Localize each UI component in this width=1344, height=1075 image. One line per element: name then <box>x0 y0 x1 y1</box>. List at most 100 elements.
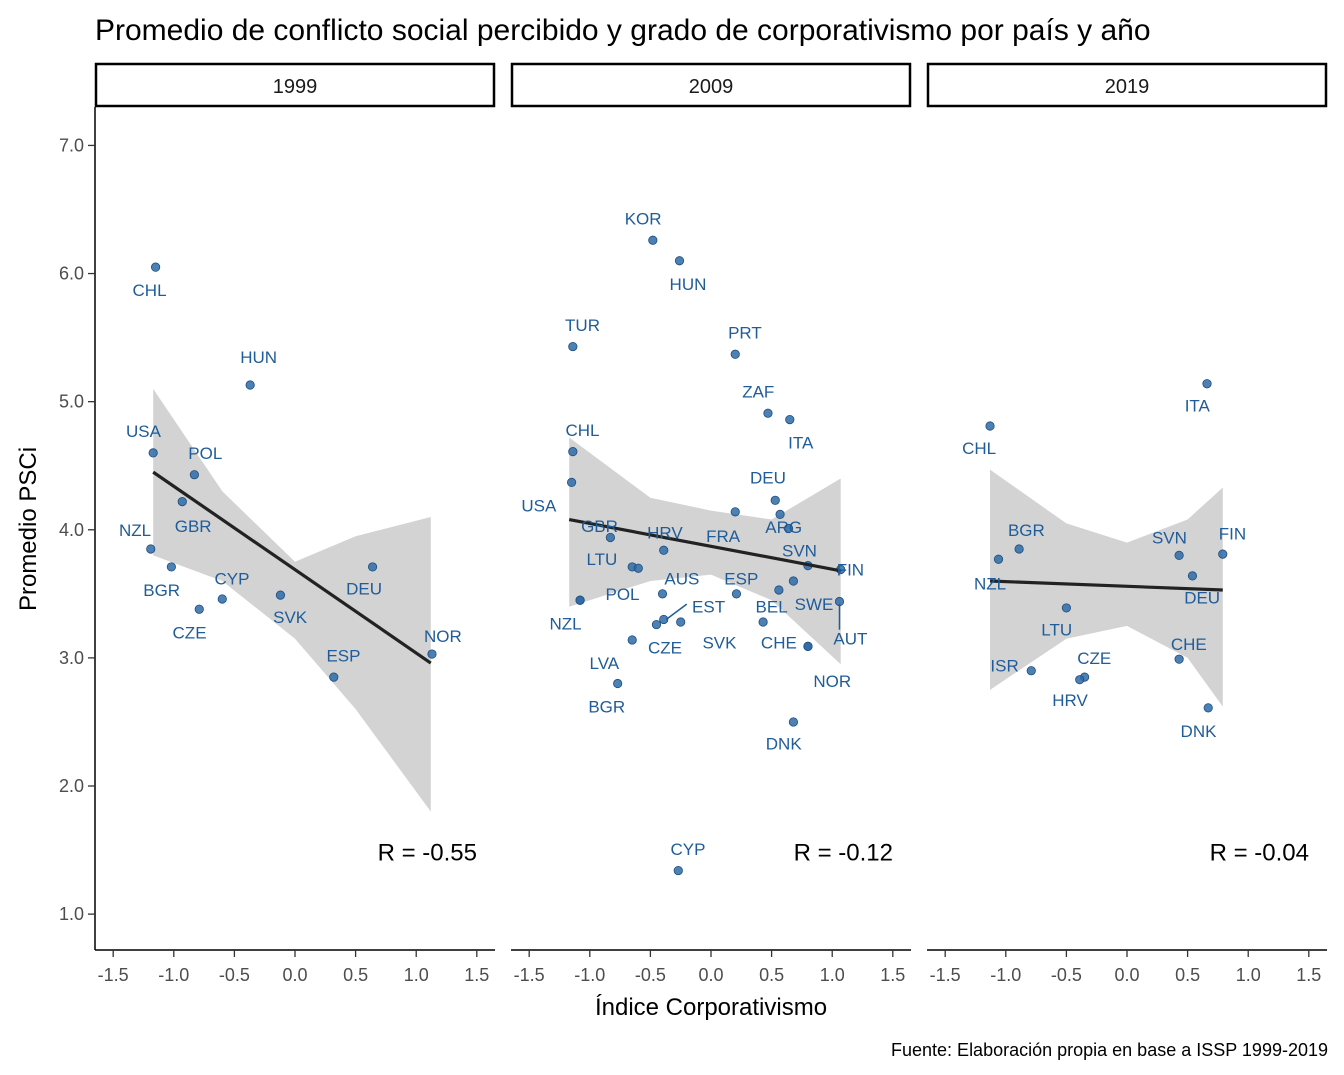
point-label-1999-cyp: CYP <box>214 569 249 588</box>
point-label-2009-esp: ESP <box>724 569 758 588</box>
point-label-2009-dnk: DNK <box>766 735 803 754</box>
point-1999-chl <box>151 262 161 272</box>
x-tick-label-1999-5: 1.0 <box>404 965 429 985</box>
point-label-1999-pol: POL <box>188 444 222 463</box>
panel-1999: 1999 CHL HUN USA POL GBR NZL BGR CYP CZE SVK DEU NOR… <box>94 62 496 985</box>
point-label-2009-kor: KOR <box>625 209 662 228</box>
point-label-2009-aus: AUS <box>664 569 699 588</box>
point-2009-zaf <box>763 408 773 418</box>
point-label-2009-pol: POL <box>605 585 639 604</box>
x-axis-title: Índice Corporativismo <box>595 994 827 1021</box>
point-2009-tur <box>568 341 578 352</box>
point-label-2019-svn: SVN <box>1152 528 1187 547</box>
fit-line-2009 <box>568 517 841 573</box>
point-label-1999-deu: DEU <box>346 580 382 599</box>
point-2009-ltu2 <box>633 563 643 573</box>
fit-line-2019 <box>989 579 1223 592</box>
correlation-label-1999: R = -0.55 <box>378 840 477 867</box>
x-tick-label-2019-1: -1.0 <box>990 965 1021 985</box>
x-tick-label-1999-3: 0.0 <box>282 965 307 985</box>
point-2019-svn <box>1174 550 1184 561</box>
point-2009-cze2 <box>659 614 669 625</box>
y-tick-label-3: 4.0 <box>59 520 84 540</box>
point-label-2019-bgr: BGR <box>1008 521 1045 540</box>
point-label-2009-ltu: LTU <box>586 550 617 569</box>
point-1999-nzl <box>146 544 156 554</box>
x-tick-label-2009-0: -1.5 <box>514 965 545 985</box>
point-2009-svk <box>758 617 768 627</box>
point-2019-isr <box>1026 666 1036 676</box>
point-2009-cze <box>651 619 662 630</box>
point-2009-usa <box>567 477 577 487</box>
point-label-1999-nor: NOR <box>424 627 462 646</box>
correlation-label-2009: R = -0.12 <box>794 840 893 867</box>
y-tick-label-0: 1.0 <box>59 904 84 924</box>
x-tick-label-1999-4: 0.5 <box>343 965 368 985</box>
strip-label-1999: 1999 <box>273 76 318 98</box>
point-label-2009-nzl: NZL <box>549 614 581 633</box>
point-label-2009-swe: SWE <box>795 595 834 614</box>
point-2009-nzl <box>575 595 585 605</box>
point-2019-deu <box>1187 571 1198 581</box>
point-label-2009-svn: SVN <box>782 541 817 560</box>
point-label-2009-fin: FIN <box>837 560 864 579</box>
x-tick-label-2009-5: 1.0 <box>820 965 845 985</box>
point-label-2009-zaf: ZAF <box>742 382 774 401</box>
y-tick-label-5: 6.0 <box>59 264 84 284</box>
x-tick-label-1999-2: -0.5 <box>219 965 250 985</box>
point-label-1999-usa: USA <box>126 422 162 441</box>
point-label-2019-dnk: DNK <box>1181 722 1218 741</box>
confidence-band-1999 <box>153 388 431 812</box>
confidence-band-2019 <box>990 469 1223 707</box>
point-label-2019-fin: FIN <box>1219 525 1246 544</box>
point-label-2019-ita: ITA <box>1185 397 1211 416</box>
point-2009-gbr <box>605 532 615 543</box>
point-2009-aus <box>657 589 668 599</box>
point-2009-hrv <box>659 545 669 555</box>
point-2009-dnk <box>788 717 799 727</box>
point-label-2019-nzl: NZL <box>974 575 1006 594</box>
point-2019-che <box>1174 654 1184 664</box>
point-2009-bgr <box>613 678 623 689</box>
point-label-2019-chl: CHL <box>962 439 996 458</box>
point-1999-esp <box>329 672 339 682</box>
strip-box-2009 <box>510 62 912 108</box>
point-label-2009-cze: CZE <box>648 639 682 658</box>
point-label-2009-hun: HUN <box>670 275 707 294</box>
point-2009-hun <box>674 256 685 266</box>
point-2009-swe <box>788 576 799 586</box>
point-2009-est <box>676 617 686 627</box>
label-connector-2009-0 <box>665 603 688 621</box>
point-label-2009-bel: BEL <box>756 598 788 617</box>
x-tick-label-1999-1: -1.0 <box>158 965 189 985</box>
point-2009-cyp <box>673 865 683 876</box>
point-label-1999-nzl: NZL <box>119 521 151 540</box>
point-1999-gbr <box>177 496 187 507</box>
point-2009-deu <box>770 495 780 505</box>
point-label-2009-tur: TUR <box>565 316 600 335</box>
chart-title: Promedio de conflicto social percibido y… <box>95 14 1151 47</box>
x-tick-label-1999-0: -1.5 <box>98 965 129 985</box>
point-label-2009-deu: DEU <box>750 468 786 487</box>
x-tick-label-2019-0: -1.5 <box>930 965 961 985</box>
point-label-2009-ita: ITA <box>788 434 814 453</box>
point-2009-kor <box>648 235 658 245</box>
point-label-1999-svk: SVK <box>273 608 308 627</box>
x-tick-label-2019-4: 0.5 <box>1175 965 1200 985</box>
fit-line-1999 <box>152 470 432 665</box>
point-label-1999-hun: HUN <box>240 348 277 367</box>
point-label-1999-gbr: GBR <box>175 517 212 536</box>
x-tick-label-1999-6: 1.5 <box>464 965 489 985</box>
point-1999-deu <box>367 562 378 572</box>
point-2009-esp <box>731 589 742 599</box>
point-label-2009-chl: CHL <box>566 421 600 440</box>
point-label-2009-nor: NOR <box>813 672 851 691</box>
x-tick-label-2019-5: 1.0 <box>1236 965 1261 985</box>
point-2019-ltu <box>1061 603 1071 613</box>
x-tick-label-2019-3: 0.0 <box>1114 965 1139 985</box>
strip-box-2019 <box>926 62 1328 108</box>
point-1999-pol <box>189 470 199 480</box>
caption: Fuente: Elaboración propia en base a ISS… <box>891 1040 1328 1060</box>
point-2009-chl <box>568 447 578 457</box>
